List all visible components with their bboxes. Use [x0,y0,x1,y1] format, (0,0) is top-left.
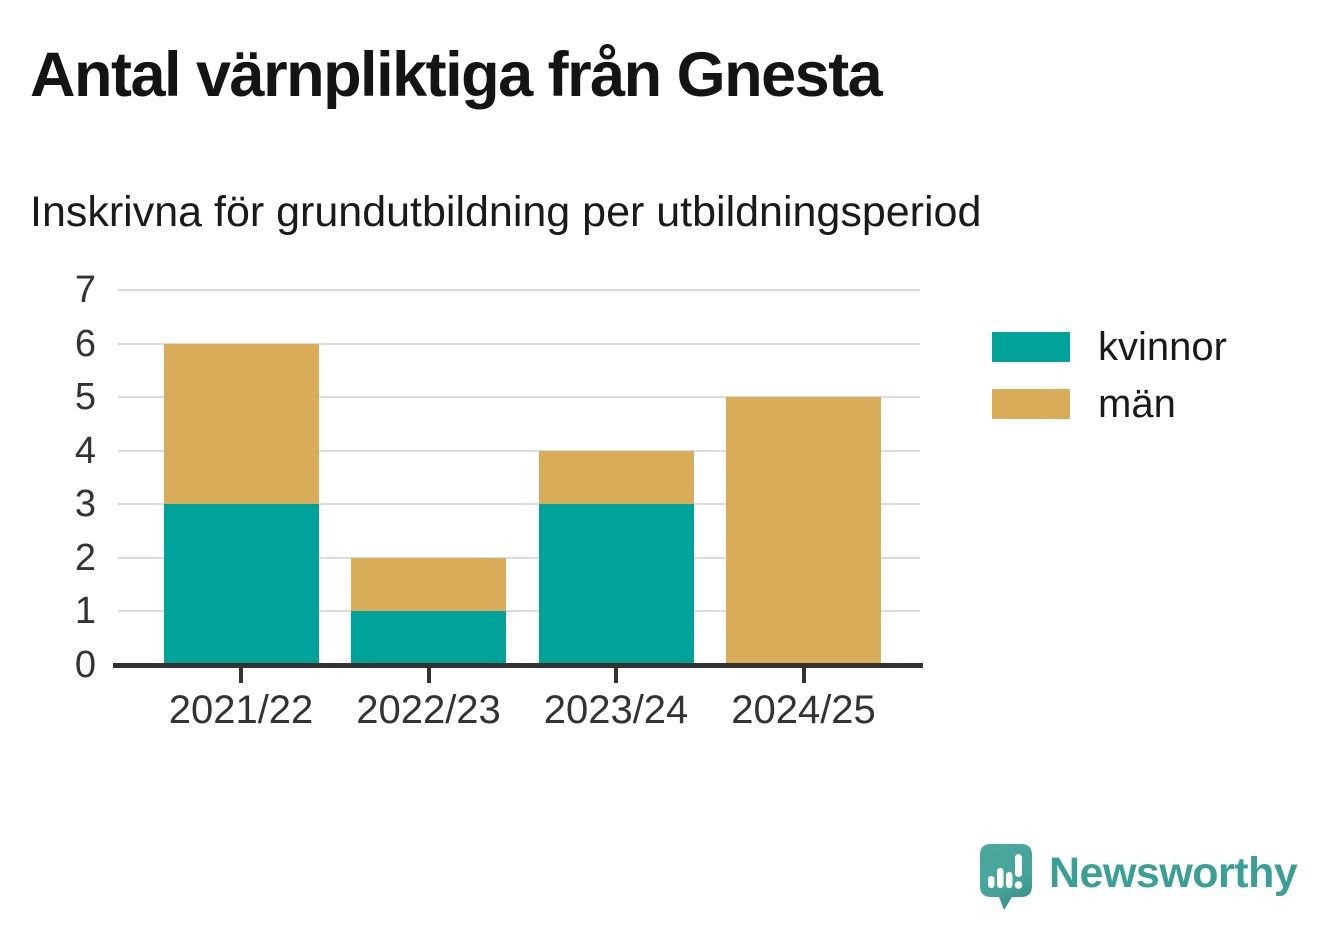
legend: kvinnor män [992,325,1227,446]
gridline-y-6 [118,342,920,345]
bar-segment-män-2023/24 [538,450,694,505]
y-axis-label: 3 [74,483,96,526]
gridline-y-2 [118,556,920,559]
x-axis-tick [426,668,431,683]
bar-segment-män-2022/23 [351,557,506,612]
gridline-y-1 [118,610,920,613]
legend-label: män [1098,381,1176,426]
gridline-y-7 [118,289,920,291]
y-axis-label: 2 [74,536,96,579]
x-axis-tick [614,668,618,683]
legend-swatch [992,389,1070,419]
legend-item-män: män [992,382,1227,426]
legend-swatch [992,332,1070,362]
x-axis-label: 2024/25 [731,688,876,732]
bar-segment-kvinnor-2021/22 [163,504,319,665]
newsworthy-logo-icon [980,844,1032,910]
gridline-y-3 [118,503,920,506]
x-axis-tick [801,668,806,683]
y-axis-label: 1 [74,590,96,633]
y-axis-label: 5 [74,376,96,419]
x-axis-label: 2022/23 [356,688,501,732]
plot-area: 0 1 2 3 4 5 6 7 2021/22 2022/23 2023/24 2024/25 [75,269,923,732]
x-axis-label: 2023/24 [543,688,689,732]
y-axis-label: 0 [74,644,96,686]
y-axis-label: 4 [74,429,96,472]
page-subtitle: Inskrivna för grundutbildning per utbild… [30,188,982,236]
axis-baseline [113,663,923,668]
gridline-y-5 [118,396,920,399]
newsworthy-logo: Newsworthy [979,843,1298,911]
brand-name: Newsworthy [1049,849,1298,897]
y-axis-label: 7 [74,269,96,311]
bar-segment-kvinnor-2022/23 [351,611,506,665]
legend-item-kvinnor: kvinnor [992,325,1227,369]
legend-label: kvinnor [1098,324,1227,369]
bar-segment-män-2021/22 [163,343,319,505]
y-axis-label: 6 [74,322,96,365]
x-axis-label: 2021/22 [168,688,314,732]
bar-segment-män-2024/25 [726,397,881,665]
bar-segment-kvinnor-2023/24 [538,504,694,665]
gridline-y-4 [118,449,920,452]
page-title: Antal värnpliktiga från Gnesta [30,40,883,110]
x-axis-tick [239,668,243,683]
